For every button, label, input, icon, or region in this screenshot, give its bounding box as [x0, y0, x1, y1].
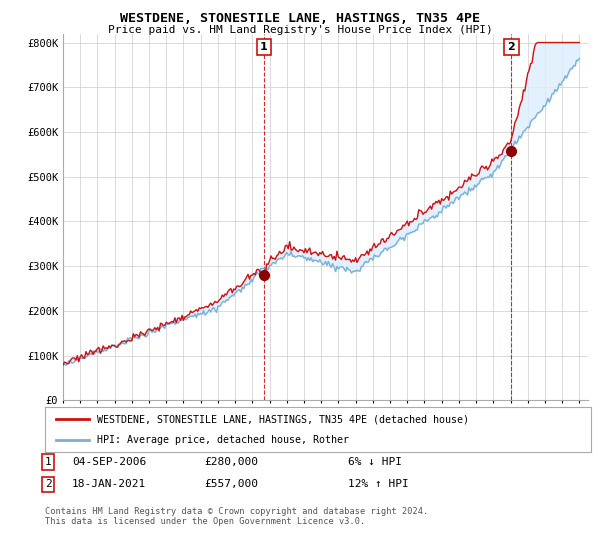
Text: 1: 1 — [260, 42, 268, 52]
Text: WESTDENE, STONESTILE LANE, HASTINGS, TN35 4PE (detached house): WESTDENE, STONESTILE LANE, HASTINGS, TN3… — [97, 414, 469, 424]
Text: 2: 2 — [508, 42, 515, 52]
Text: Price paid vs. HM Land Registry's House Price Index (HPI): Price paid vs. HM Land Registry's House … — [107, 25, 493, 35]
Text: 6% ↓ HPI: 6% ↓ HPI — [348, 457, 402, 467]
Text: HPI: Average price, detached house, Rother: HPI: Average price, detached house, Roth… — [97, 435, 349, 445]
Text: 04-SEP-2006: 04-SEP-2006 — [72, 457, 146, 467]
Text: 1: 1 — [44, 457, 52, 467]
Text: Contains HM Land Registry data © Crown copyright and database right 2024.
This d: Contains HM Land Registry data © Crown c… — [45, 507, 428, 526]
Text: £280,000: £280,000 — [204, 457, 258, 467]
Text: WESTDENE, STONESTILE LANE, HASTINGS, TN35 4PE: WESTDENE, STONESTILE LANE, HASTINGS, TN3… — [120, 12, 480, 25]
Text: £557,000: £557,000 — [204, 479, 258, 489]
Text: 12% ↑ HPI: 12% ↑ HPI — [348, 479, 409, 489]
Text: 2: 2 — [44, 479, 52, 489]
Text: 18-JAN-2021: 18-JAN-2021 — [72, 479, 146, 489]
